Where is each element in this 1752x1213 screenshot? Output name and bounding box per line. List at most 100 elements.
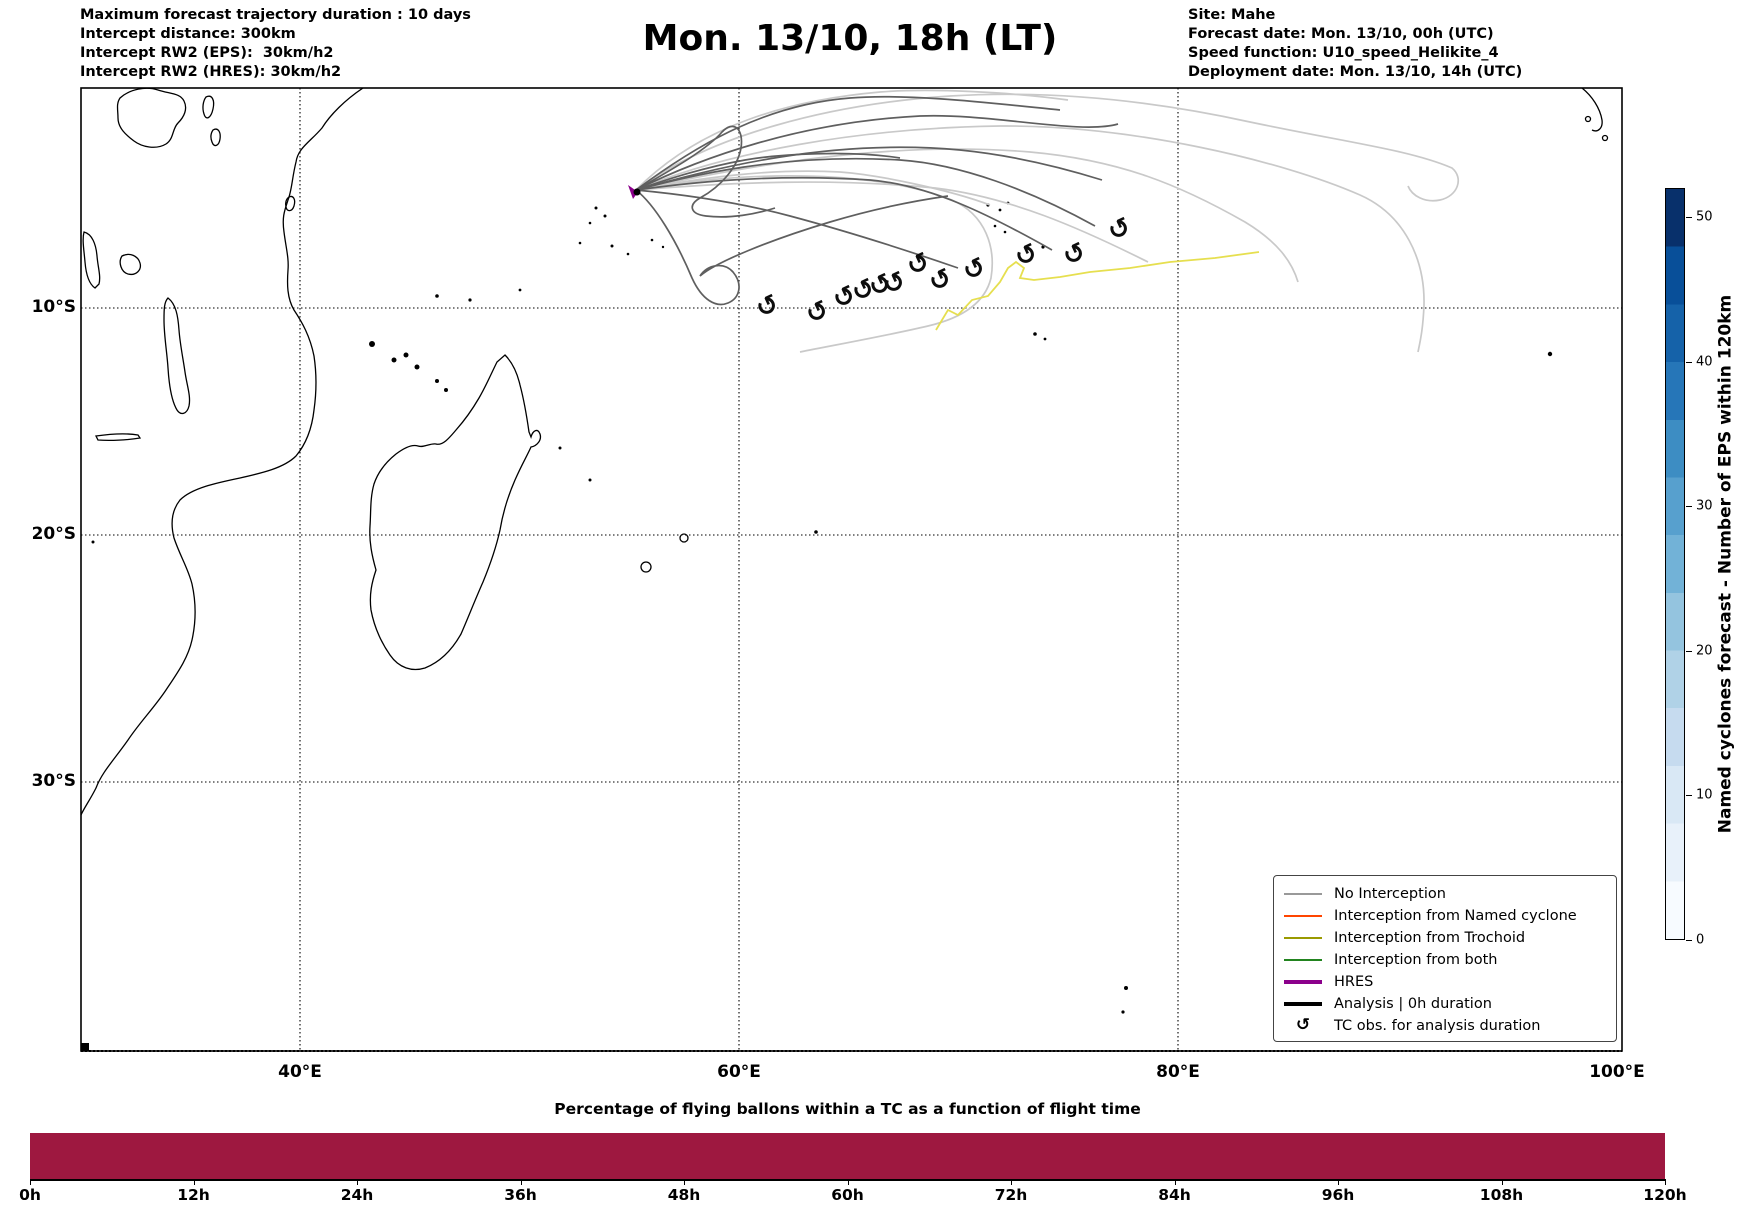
param-line: Intercept RW2 (HRES): 30km/h2 — [80, 64, 342, 80]
tc-obs-symbol-icon: ↺ — [1295, 1015, 1311, 1035]
site-line: Speed function: U10_speed_Helikite_4 — [1188, 45, 1499, 61]
bar-chart-title: Percentage of flying ballons within a TC… — [554, 1100, 1141, 1118]
coastline-madagascar — [369, 354, 542, 671]
bar-x-tick-label: 108h — [1479, 1186, 1524, 1204]
legend-line-icon — [1284, 914, 1322, 917]
bar-x-tick — [1665, 1180, 1666, 1185]
colorbar-tick-label: 10 — [1696, 787, 1713, 803]
site-line: Forecast date: Mon. 13/10, 00h (UTC) — [1188, 26, 1494, 42]
legend-sample — [1284, 892, 1322, 895]
analysis-marker — [633, 188, 641, 196]
launch-point — [628, 185, 641, 199]
lat-tick-label: 20°S — [31, 524, 76, 544]
coastline-sumatra — [1581, 88, 1603, 132]
bar-x-tick — [1501, 1180, 1503, 1185]
colorbar — [1665, 188, 1685, 940]
bar-x-tick — [847, 1180, 849, 1185]
island-pemba — [202, 95, 215, 119]
coastline-africa — [81, 88, 364, 816]
island-reunion — [640, 561, 652, 573]
lat-tick-label: 10°S — [31, 297, 76, 317]
bar-x-tick-label: 0h — [19, 1186, 41, 1204]
colorbar-tick — [1686, 361, 1692, 363]
colorbar-tick-label: 50 — [1696, 209, 1713, 225]
legend-sample — [1284, 1001, 1322, 1006]
bar-x-tick — [30, 1180, 31, 1185]
colorbar-tick — [1686, 506, 1692, 508]
bar-x-tick-label: 84h — [1158, 1186, 1191, 1204]
legend-item-label: Analysis | 0h duration — [1334, 995, 1492, 1012]
islet — [1601, 134, 1609, 142]
site-line: Site: Mahe — [1188, 7, 1276, 23]
legend-item: No Interception — [1284, 883, 1606, 904]
legend-line-icon — [1284, 936, 1322, 939]
lon-tick-label: 40°E — [278, 1062, 322, 1082]
param-line: Intercept distance: 300km — [80, 26, 296, 42]
island-zanzibar — [210, 128, 221, 147]
legend-sample: ↺ — [1284, 1017, 1322, 1034]
small-island-dots — [81, 201, 1553, 1051]
page-title: Mon. 13/10, 18h (LT) — [642, 18, 1058, 59]
legend-sample — [1284, 936, 1322, 939]
bar-x-tick-label: 72h — [994, 1186, 1028, 1204]
colorbar-tick-label: 40 — [1696, 354, 1713, 370]
bar-x-tick — [1011, 1180, 1012, 1185]
tc-obs-symbol: ↺ — [801, 295, 833, 331]
bar-x-tick — [520, 1180, 522, 1185]
lat-tick-label: 30°S — [31, 771, 76, 791]
param-line: Maximum forecast trajectory duration : 1… — [80, 7, 471, 23]
legend: No Interception Interception from Named c… — [1273, 875, 1617, 1042]
bar-x-tick-label: 96h — [1321, 1186, 1355, 1204]
bar-x-tick-label: 60h — [831, 1186, 864, 1204]
colorbar-tick-label: 0 — [1696, 932, 1705, 948]
tc-obs-symbol: ↺ — [751, 289, 783, 325]
legend-sample — [1284, 914, 1322, 917]
bar-x-tick-label: 48h — [667, 1186, 701, 1204]
coastline-fragment — [81, 1043, 89, 1051]
legend-item: Interception from Named cyclone — [1284, 905, 1606, 926]
lake-victoria — [116, 88, 187, 148]
colorbar-tick-label: 20 — [1696, 643, 1713, 659]
legend-line-icon — [1284, 892, 1322, 895]
legend-item-label: TC obs. for analysis duration — [1334, 1017, 1541, 1034]
legend-line-icon — [1284, 958, 1322, 961]
colorbar-tick — [1686, 940, 1692, 941]
lake-rukwa — [119, 253, 142, 276]
colorbar-tick — [1686, 650, 1692, 652]
graticule — [81, 88, 1622, 1051]
island-near-coast — [284, 195, 296, 212]
bar-x-tick — [193, 1180, 195, 1185]
legend-item-label: Interception from Trochoid — [1334, 929, 1526, 946]
tc-observed-track — [935, 251, 1260, 331]
lake-tanganyika — [82, 231, 101, 289]
legend-item: Interception from both — [1284, 949, 1606, 970]
lake-malawi — [163, 297, 191, 415]
legend-item-label: Interception from Named cyclone — [1334, 907, 1577, 924]
tc-obs-symbol: ↺ — [1058, 237, 1090, 273]
bar-x-tick-label: 24h — [340, 1186, 374, 1204]
bar-x-tick — [1174, 1180, 1176, 1185]
legend-item: HRES — [1284, 971, 1606, 992]
legend-sample — [1284, 979, 1322, 984]
legend-item: ↺ TC obs. for analysis duration — [1284, 1015, 1606, 1036]
param-line: Intercept RW2 (EPS): 30km/h2 — [80, 45, 334, 61]
legend-item-label: HRES — [1334, 973, 1374, 990]
colorbar-tick — [1686, 216, 1692, 218]
lon-tick-label: 80°E — [1156, 1062, 1200, 1082]
colorbar-tick-label: 30 — [1696, 498, 1713, 514]
coastlines — [81, 88, 1609, 816]
lon-tick-label: 100°E — [1589, 1062, 1645, 1082]
legend-line-icon — [1284, 979, 1322, 984]
map-frame — [80, 87, 1623, 1052]
bar-x-tick — [684, 1180, 685, 1185]
colorbar-label: Named cyclones forecast - Number of EPS … — [1702, 188, 1748, 940]
run-parameters-block: Maximum forecast trajectory duration : 1… — [80, 6, 471, 82]
islet — [1584, 115, 1592, 123]
legend-item: Analysis | 0h duration — [1284, 993, 1606, 1014]
legend-item-label: No Interception — [1334, 885, 1446, 902]
bar-chart-bar — [30, 1133, 1665, 1179]
lon-tick-label: 60°E — [717, 1062, 761, 1082]
trajectories-no-interception-dark — [635, 95, 1119, 306]
colorbar-tick — [1686, 795, 1692, 797]
